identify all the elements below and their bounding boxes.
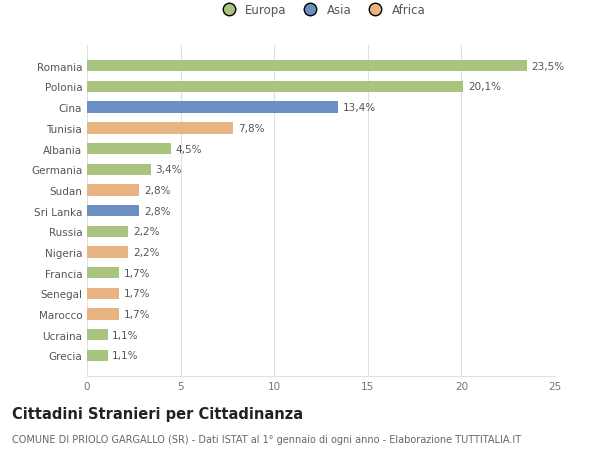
Bar [87,144,171,155]
Legend: Europa, Asia, Africa: Europa, Asia, Africa [212,0,430,22]
Text: 1,7%: 1,7% [124,268,150,278]
Bar [87,206,139,217]
Text: Cittadini Stranieri per Cittadinanza: Cittadini Stranieri per Cittadinanza [12,406,303,421]
Text: 1,1%: 1,1% [112,330,139,340]
Text: 7,8%: 7,8% [238,123,264,134]
Bar [87,247,128,258]
Text: 20,1%: 20,1% [468,82,501,92]
Text: 2,8%: 2,8% [144,185,170,196]
Text: 1,7%: 1,7% [124,289,150,299]
Bar [87,309,119,320]
Text: COMUNE DI PRIOLO GARGALLO (SR) - Dati ISTAT al 1° gennaio di ogni anno - Elabora: COMUNE DI PRIOLO GARGALLO (SR) - Dati IS… [12,434,521,444]
Text: 4,5%: 4,5% [176,144,202,154]
Bar [87,82,463,93]
Text: 1,1%: 1,1% [112,351,139,361]
Text: 1,7%: 1,7% [124,309,150,319]
Bar [87,350,107,361]
Text: 23,5%: 23,5% [532,62,565,72]
Bar [87,185,139,196]
Text: 2,8%: 2,8% [144,206,170,216]
Bar [87,226,128,237]
Text: 2,2%: 2,2% [133,247,160,257]
Bar [87,102,338,113]
Bar [87,61,527,72]
Bar [87,330,107,341]
Bar [87,123,233,134]
Bar [87,288,119,299]
Text: 2,2%: 2,2% [133,227,160,237]
Text: 13,4%: 13,4% [343,103,376,113]
Bar [87,268,119,279]
Text: 3,4%: 3,4% [155,165,182,175]
Bar [87,164,151,175]
